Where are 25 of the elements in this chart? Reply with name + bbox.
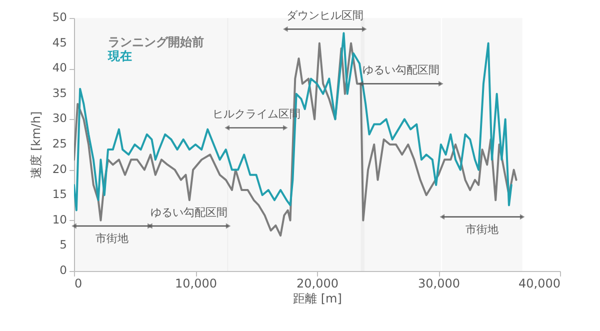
y-tick-label: 50 xyxy=(52,10,67,24)
y-axis-title: 速度 [km/h] xyxy=(29,111,43,179)
text: 現在 xyxy=(107,49,132,63)
band-label: ゆるい勾配区間 xyxy=(362,64,440,77)
y-tick-label: 25 xyxy=(52,136,67,150)
y-tick-label: 10 xyxy=(52,212,67,226)
y-tick-label: 35 xyxy=(52,86,67,100)
band-label: 市街地 xyxy=(95,232,128,246)
y-tick-label: 45 xyxy=(52,35,67,50)
x-tick-label: 40,000 xyxy=(518,276,560,290)
y-tick-label: 40 xyxy=(52,60,67,75)
x-tick-label: 20,000 xyxy=(296,276,338,290)
y-tick-label: 15 xyxy=(52,187,67,202)
x-tick-label: 0 xyxy=(74,276,82,290)
text: ランニング開始前 xyxy=(108,35,204,49)
band-label: ダウンヒル区間 xyxy=(286,8,364,22)
band-label: 市街地 xyxy=(466,223,499,236)
y-tick-label: 5 xyxy=(60,238,67,252)
x-tick-label: 10,000 xyxy=(175,276,217,290)
y-tick-label: 20 xyxy=(52,162,67,176)
y-tick-label: 0 xyxy=(60,263,67,277)
band-label: ゆるい勾配区間 xyxy=(150,206,228,219)
y-tick-label: 30 xyxy=(52,111,67,126)
x-tick-label: 30,000 xyxy=(418,276,460,290)
x-axis-title: 距離 [m] xyxy=(293,292,342,306)
